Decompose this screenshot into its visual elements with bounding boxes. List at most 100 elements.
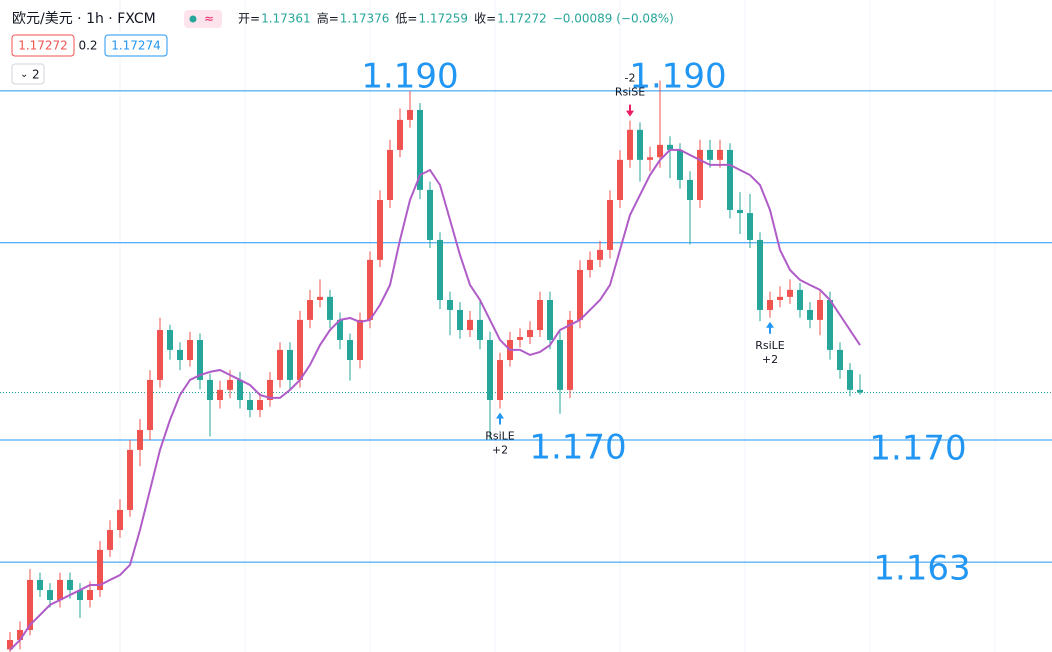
candle-body (447, 299, 453, 310)
buy-price[interactable]: 1.17274 (111, 39, 161, 53)
candle-body (667, 144, 673, 150)
candle (537, 291, 543, 337)
candle-body (587, 259, 593, 270)
candle-body (797, 289, 803, 310)
candle-body (27, 579, 33, 631)
candle-body (417, 109, 423, 190)
buy-box[interactable] (104, 34, 168, 57)
candle-body (317, 296, 323, 300)
level-label: 1.163 (873, 549, 970, 589)
moving-average (9, 148, 861, 651)
candle (367, 251, 373, 329)
status-icon: ≈ (204, 12, 214, 26)
chevron[interactable]: ⌄ (20, 69, 28, 80)
candle-body (307, 299, 313, 320)
indicator-toggle[interactable] (11, 63, 45, 85)
candle-body (817, 299, 823, 320)
candle (127, 439, 133, 517)
indicator-count[interactable]: 2 (32, 68, 40, 82)
candle (847, 363, 853, 397)
candle (737, 192, 743, 235)
candle (767, 291, 773, 318)
candle (307, 289, 313, 329)
candle (627, 120, 633, 168)
candle-body (327, 296, 333, 320)
candle (487, 331, 493, 440)
candle (827, 291, 833, 360)
candle-body (487, 339, 493, 400)
candle (717, 139, 723, 168)
candle-body (367, 259, 373, 320)
candle (747, 193, 753, 248)
candle-body (787, 289, 793, 297)
candle (167, 324, 173, 360)
candle-body (47, 590, 53, 600)
candle (587, 251, 593, 278)
candle (197, 333, 203, 390)
candle (857, 374, 863, 395)
candle-body (347, 339, 353, 361)
candle (347, 333, 353, 381)
candle (247, 392, 253, 418)
candle (427, 181, 433, 248)
level-label: 1.170 (529, 427, 626, 467)
candle (287, 342, 293, 390)
candle (497, 352, 503, 409)
candle-body (767, 299, 773, 310)
signal-qty: -2 (625, 72, 636, 85)
signal-label: RsiSE (615, 86, 645, 99)
signal-arrow (766, 321, 774, 334)
candle (647, 146, 653, 172)
candle-body (707, 149, 713, 160)
candle-body (777, 296, 783, 300)
candle-body (757, 239, 763, 310)
candle (297, 310, 303, 388)
candle-body (17, 630, 23, 640)
candle (37, 572, 43, 598)
signal-label: RsiLE (755, 339, 785, 352)
candle-body (217, 389, 223, 400)
candle (777, 286, 783, 308)
candle (467, 310, 473, 337)
candle (177, 342, 183, 371)
candle-body (97, 549, 103, 591)
candle-body (207, 379, 213, 400)
candle-body (237, 379, 243, 400)
candle (237, 371, 243, 409)
candle (547, 291, 553, 350)
candle (447, 291, 453, 336)
candle-body (227, 379, 233, 390)
ohlc-label: 低= (395, 12, 417, 26)
candle-body (547, 299, 553, 340)
candle-body (557, 339, 563, 390)
ohlc-value: 1.17361 (261, 12, 311, 26)
sell-price[interactable]: 1.17272 (18, 39, 68, 53)
candle-body (187, 339, 193, 361)
candle-body (67, 579, 73, 591)
candle-body (577, 269, 583, 320)
status-dot (189, 15, 197, 23)
candle (577, 260, 583, 329)
candle-body (747, 213, 753, 240)
ohlc-label: 收= (474, 12, 496, 26)
ohlc-label: 高= (317, 11, 339, 26)
candle-body (497, 360, 503, 400)
candle-body (137, 430, 143, 450)
candle (57, 572, 63, 608)
sell-box[interactable] (11, 34, 75, 57)
candle-body (647, 157, 653, 160)
candle-body (517, 336, 523, 340)
candle (77, 583, 83, 618)
candle (257, 392, 263, 418)
candle (607, 190, 613, 259)
candle-body (727, 149, 733, 210)
candle-body (527, 330, 533, 337)
candle (707, 139, 713, 168)
candle-body (807, 309, 813, 320)
candle (817, 291, 823, 336)
candle-body (57, 579, 63, 600)
signal-label: RsiLE (485, 430, 515, 443)
